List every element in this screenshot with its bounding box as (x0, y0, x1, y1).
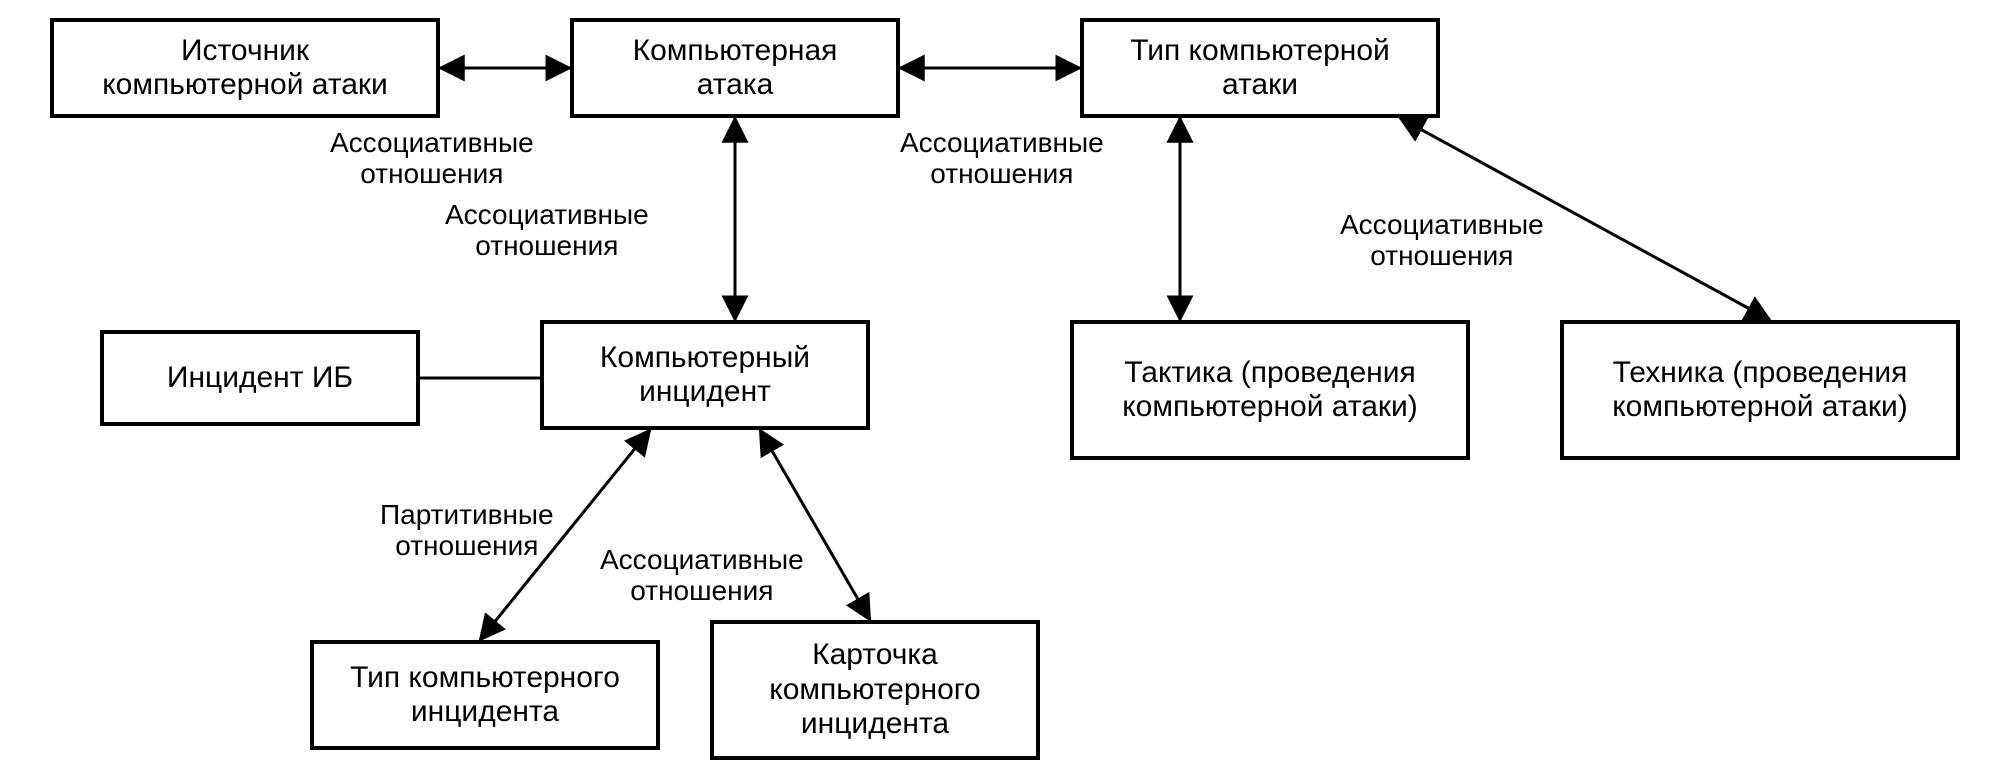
node-label: Инцидент ИБ (159, 357, 361, 400)
edge-label-comp_incident-inc_type: Партитивные отношения (380, 500, 554, 562)
diagram-canvas: Источник компьютерной атаки Компьютерная … (0, 0, 2016, 774)
edge-label-attack-attack_type: Ассоциативные отношения (900, 128, 1104, 190)
node-label: Тип компьютерного инцидента (342, 657, 628, 734)
node-attack: Компьютерная атака (570, 18, 900, 118)
edge-label-comp_incident-inc_card: Ассоциативные отношения (600, 545, 804, 607)
node-label: Компьютерная атака (625, 30, 846, 107)
node-technique: Техника (проведения компьютерной атаки) (1560, 320, 1960, 460)
node-source: Источник компьютерной атаки (50, 18, 440, 118)
node-label: Карточка компьютерного инцидента (761, 634, 988, 746)
edge-label-source-attack: Ассоциативные отношения (330, 128, 534, 190)
node-label: Тактика (проведения компьютерной атаки) (1114, 352, 1426, 429)
edge-label-attack_type-technique: Ассоциативные отношения (1340, 210, 1544, 272)
node-incident_ib: Инцидент ИБ (100, 330, 420, 426)
edge-label-attack-comp_incident: Ассоциативные отношения (445, 200, 649, 262)
node-label: Источник компьютерной атаки (94, 30, 396, 107)
node-label: Компьютерный инцидент (592, 337, 818, 414)
node-label: Тип компьютерной атаки (1122, 30, 1398, 107)
node-label: Техника (проведения компьютерной атаки) (1604, 352, 1916, 429)
node-inc_card: Карточка компьютерного инцидента (710, 620, 1040, 760)
node-attack_type: Тип компьютерной атаки (1080, 18, 1440, 118)
node-comp_incident: Компьютерный инцидент (540, 320, 870, 430)
node-inc_type: Тип компьютерного инцидента (310, 640, 660, 750)
node-tactic: Тактика (проведения компьютерной атаки) (1070, 320, 1470, 460)
